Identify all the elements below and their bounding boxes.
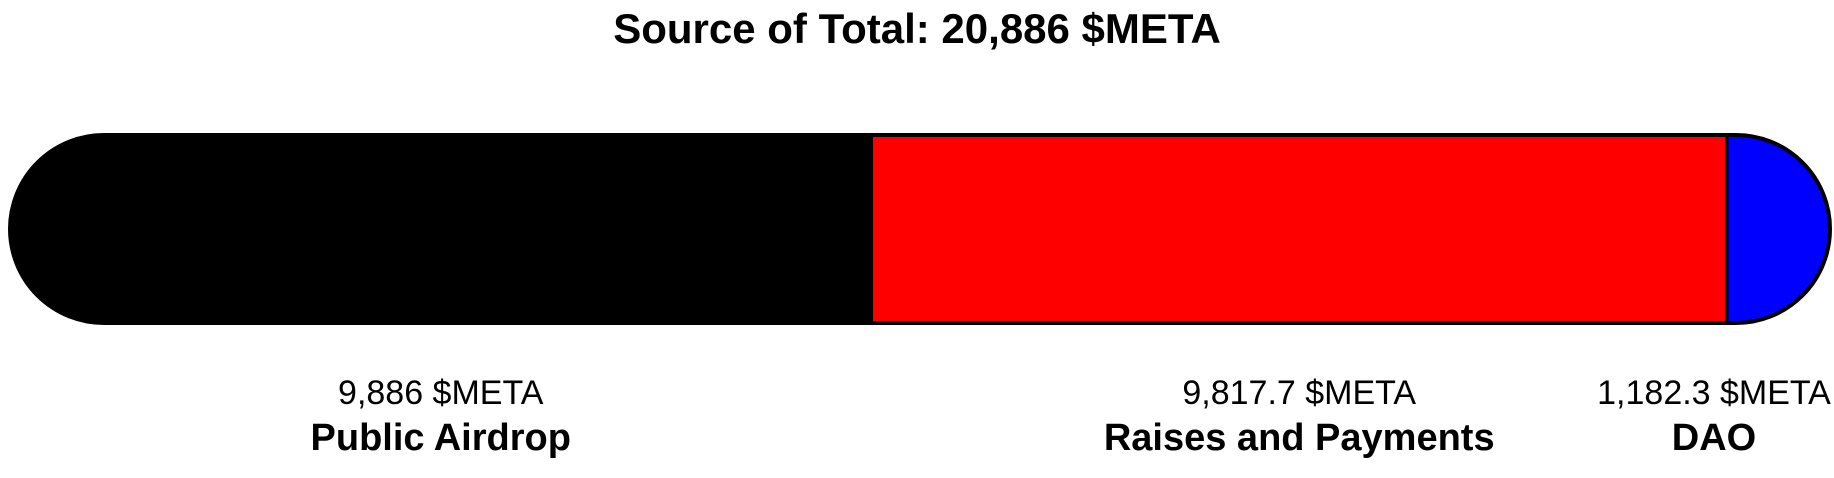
- bar-outline: [8, 133, 1832, 325]
- bar-segment-raises-and-payments: [871, 135, 1728, 323]
- chart-title: Source of Total: 20,886 $META: [613, 5, 1221, 52]
- category-label-public-airdrop: Public Airdrop: [311, 417, 571, 459]
- bar-segment-public-airdrop: [10, 135, 872, 323]
- value-label-public-airdrop: 9,886 $META: [338, 374, 544, 412]
- category-label-dao: DAO: [1672, 417, 1756, 459]
- segment-labels: 9,886 $META Public Airdrop 9,817.7 $META Ra…: [311, 374, 1832, 459]
- bar-segments: [10, 135, 1830, 323]
- bar-segment-dao: [1726, 135, 1830, 323]
- category-label-raises-and-payments: Raises and Payments: [1104, 417, 1495, 459]
- value-label-dao: 1,182.3 $META: [1597, 374, 1831, 412]
- value-label-raises-and-payments: 9,817.7 $META: [1182, 374, 1416, 412]
